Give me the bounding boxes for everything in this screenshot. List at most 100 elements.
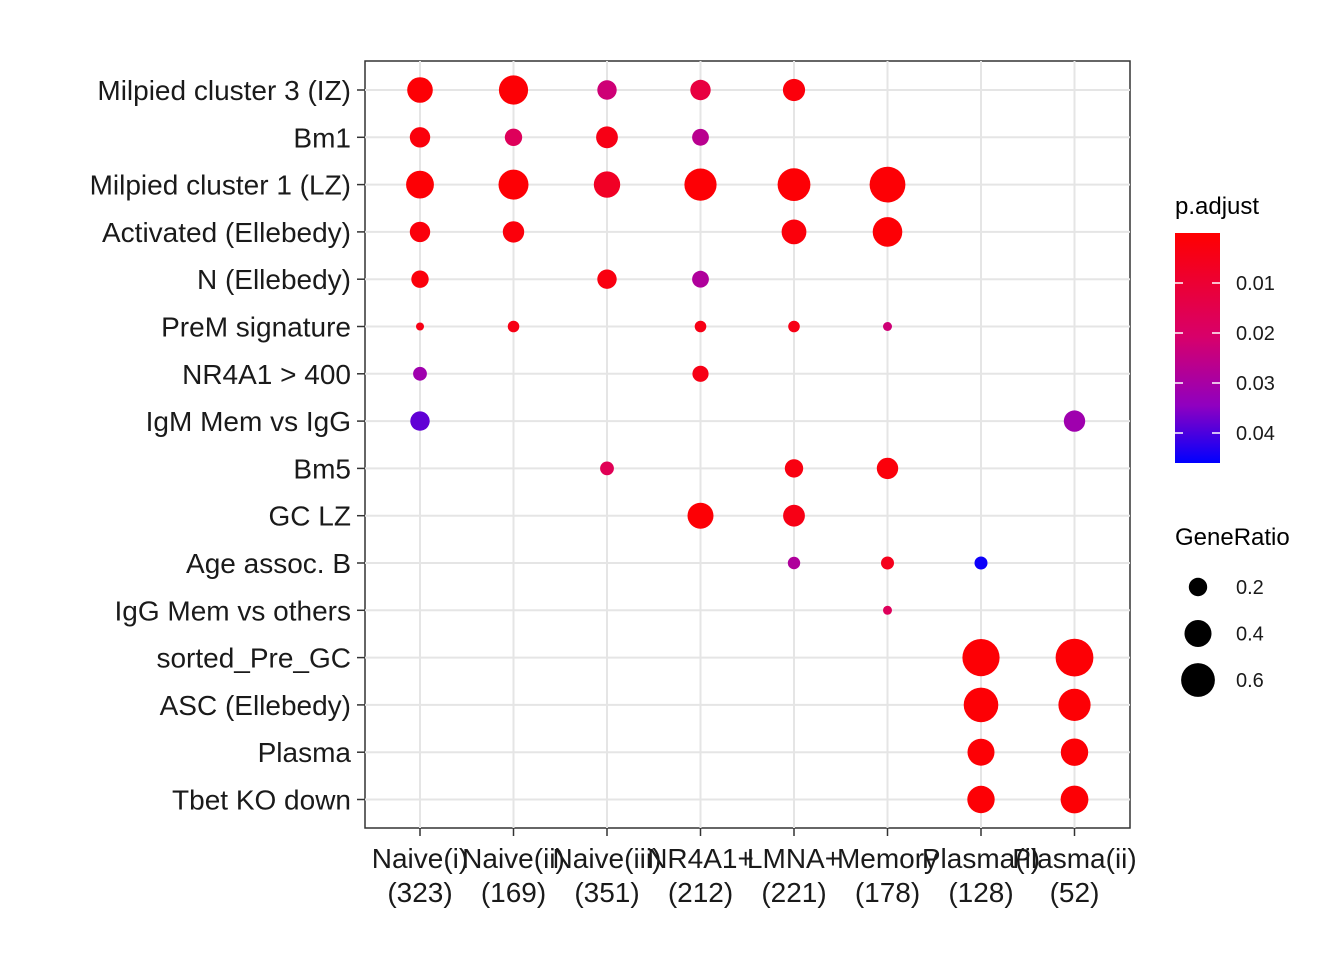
x-tick-label-line: Naive(iii) xyxy=(553,843,662,874)
x-tick-label: Memory (178) xyxy=(837,843,938,908)
y-tick-label: Plasma xyxy=(258,737,352,768)
data-point xyxy=(504,128,523,146)
data-point xyxy=(787,556,801,570)
size-legend-key xyxy=(1188,577,1208,597)
x-tick-label-line: (178) xyxy=(855,877,920,908)
data-point xyxy=(596,126,618,149)
data-point xyxy=(876,457,899,480)
data-point xyxy=(507,320,520,333)
data-point xyxy=(597,80,617,100)
data-point xyxy=(1060,785,1089,814)
size-legend-key xyxy=(1184,620,1212,647)
y-tick-label: Activated (Ellebedy) xyxy=(102,217,351,248)
x-tick-label-line: (351) xyxy=(574,877,639,908)
data-point xyxy=(600,461,614,476)
data-point xyxy=(498,169,529,200)
x-tick-label-line: Plasma(ii) xyxy=(1012,843,1136,874)
color-legend-tick-label: 0.03 xyxy=(1236,373,1275,395)
data-point xyxy=(883,605,892,615)
y-tick-label: ASC (Ellebedy) xyxy=(160,690,351,721)
size-legend-tick-label: 0.4 xyxy=(1236,624,1264,646)
x-tick-label: LMNA+ (221) xyxy=(747,843,841,908)
size-legend-tick-label: 0.6 xyxy=(1236,670,1264,692)
data-point xyxy=(593,171,621,198)
data-point xyxy=(407,77,433,103)
y-axis: Milpied cluster 3 (IZ) Bm1 Milpied cluster… xyxy=(90,75,365,816)
x-tick-label-line: (221) xyxy=(761,877,826,908)
data-point xyxy=(687,502,714,529)
data-points xyxy=(406,75,1094,814)
color-legend-ticks: 0.01 0.02 0.03 0.04 xyxy=(1175,273,1275,445)
y-tick-label: Age assoc. B xyxy=(186,548,351,579)
data-point xyxy=(883,322,892,331)
x-tick-label-line: Naive(i) xyxy=(372,843,468,874)
color-legend: p.adjust 0.01 0.02 0.03 0.04 xyxy=(1175,193,1275,463)
x-tick-label: Plasma(i) (128) xyxy=(922,843,1040,908)
y-tick-label: sorted_Pre_GC xyxy=(156,643,351,674)
y-tick-label: Bm1 xyxy=(293,122,351,153)
data-point xyxy=(872,217,903,247)
data-point xyxy=(597,269,617,289)
color-legend-tick-label: 0.02 xyxy=(1236,323,1275,345)
data-point xyxy=(410,411,430,431)
x-tick-label-line: (169) xyxy=(481,877,546,908)
data-point xyxy=(684,168,717,201)
data-point xyxy=(498,75,529,105)
data-point xyxy=(1060,738,1089,766)
data-point xyxy=(963,687,999,723)
y-tick-label: Tbet KO down xyxy=(172,785,351,816)
x-tick-label-line: (128) xyxy=(948,877,1013,908)
data-point xyxy=(777,168,811,202)
x-tick-label-line: NR4A1+ xyxy=(647,843,754,874)
color-legend-tick-label: 0.01 xyxy=(1236,273,1275,295)
data-point xyxy=(416,322,424,331)
size-legend-key xyxy=(1181,663,1215,697)
size-legend-tick-label: 0.2 xyxy=(1236,577,1264,599)
y-tick-label: IgM Mem vs IgG xyxy=(146,406,351,437)
data-point xyxy=(962,639,1000,677)
y-tick-label: IgG Mem vs others xyxy=(114,595,351,626)
data-point xyxy=(694,320,707,333)
data-point xyxy=(784,459,804,478)
size-legend-keys: 0.2 0.4 0.6 xyxy=(1181,577,1264,697)
data-point xyxy=(967,738,995,766)
data-point xyxy=(967,785,995,814)
data-point xyxy=(406,170,434,199)
data-point xyxy=(409,221,431,243)
color-legend-title: p.adjust xyxy=(1175,193,1259,220)
x-tick-label-line: Naive(ii) xyxy=(462,843,565,874)
color-legend-bar xyxy=(1175,233,1220,463)
data-point xyxy=(411,270,429,288)
x-tick-label-line: (212) xyxy=(668,877,733,908)
x-axis: Naive(i) (323)Naive(ii) (169)Naive(iii) (35… xyxy=(372,828,1137,908)
color-legend-tick-label: 0.04 xyxy=(1236,423,1275,445)
y-tick-label: Milpied cluster 1 (LZ) xyxy=(90,170,351,201)
x-tick-label: Naive(i) (323) xyxy=(372,843,468,908)
size-legend-title: GeneRatio xyxy=(1175,524,1290,551)
y-tick-label: Bm5 xyxy=(293,453,351,484)
x-tick-label-line: LMNA+ xyxy=(747,843,841,874)
y-tick-label: PreM signature xyxy=(161,312,351,343)
data-point xyxy=(1058,688,1091,722)
y-tick-label: NR4A1 > 400 xyxy=(182,359,351,390)
x-tick-label-line: (323) xyxy=(387,877,452,908)
x-tick-label-line: Memory xyxy=(837,843,938,874)
data-point xyxy=(692,128,709,146)
y-tick-label: Milpied cluster 3 (IZ) xyxy=(97,75,351,106)
data-point xyxy=(781,219,807,245)
data-point xyxy=(783,504,805,527)
x-tick-label: Plasma(ii) (52) xyxy=(1012,843,1136,908)
data-point xyxy=(782,78,806,102)
plot-panel xyxy=(364,60,1131,829)
y-tick-label: GC LZ xyxy=(269,501,351,532)
x-tick-label: Naive(iii) (351) xyxy=(553,843,662,908)
data-point xyxy=(869,166,906,203)
data-point xyxy=(881,556,894,570)
data-point xyxy=(690,79,711,101)
data-point xyxy=(692,270,709,288)
data-point xyxy=(1055,638,1094,677)
y-tick-label: N (Ellebedy) xyxy=(197,264,351,295)
x-tick-label-line: (52) xyxy=(1050,877,1100,908)
data-point xyxy=(788,320,800,333)
data-point xyxy=(1063,410,1086,432)
